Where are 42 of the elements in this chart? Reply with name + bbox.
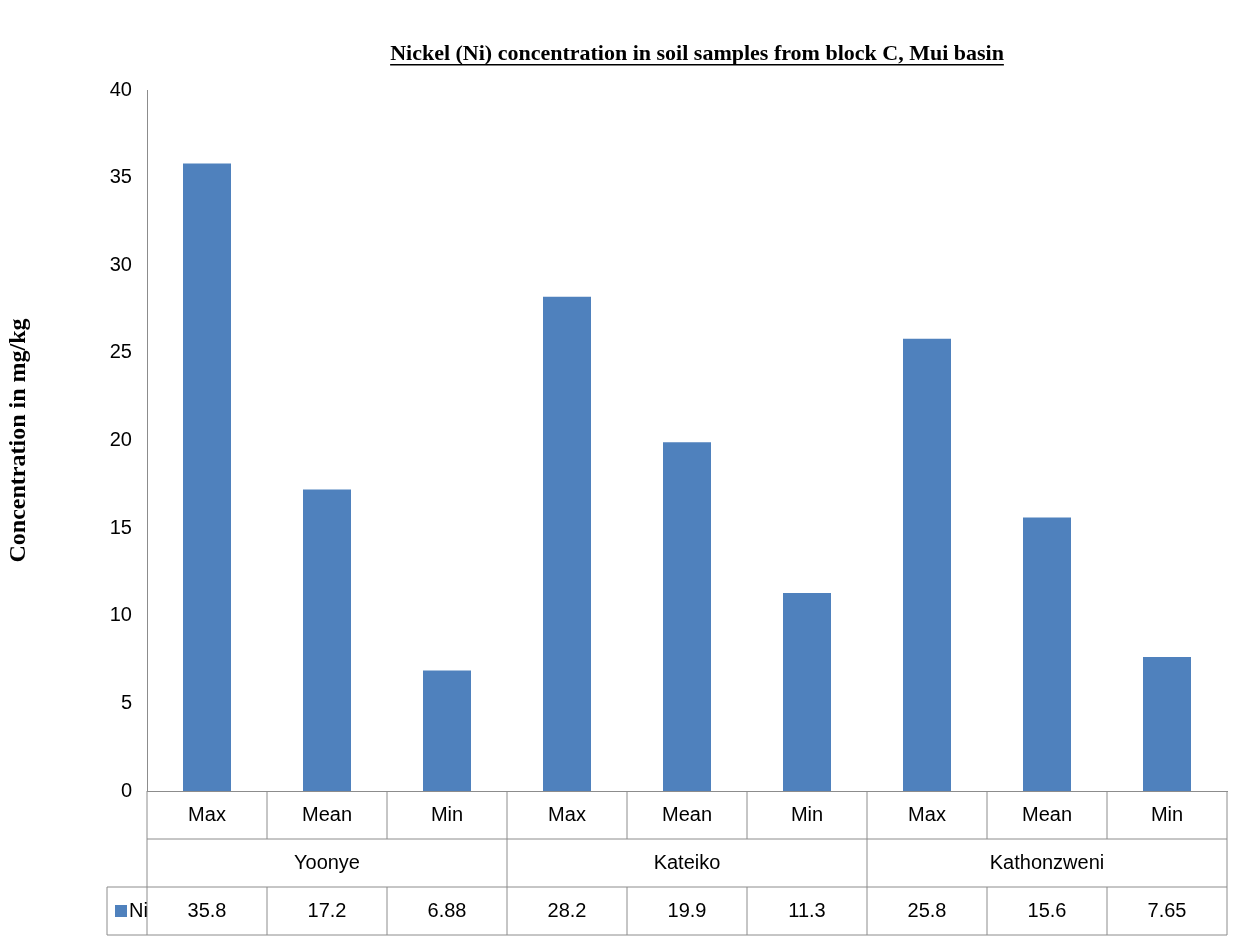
x-tick-label: Max xyxy=(548,802,586,825)
data-label: 35.8 xyxy=(187,898,227,921)
bar xyxy=(543,296,591,791)
bar xyxy=(423,670,471,791)
y-tick-label: 15 xyxy=(109,515,132,538)
x-tick-label: Mean xyxy=(301,802,353,825)
x-tick-label: Min xyxy=(430,802,464,825)
x-tick-label: Max xyxy=(188,802,226,825)
y-tick-label: 25 xyxy=(109,340,132,363)
x-tick-label: Min xyxy=(790,802,824,825)
x-tick-label: Min xyxy=(1150,802,1184,825)
bar xyxy=(303,489,351,791)
legend-label: Ni xyxy=(129,898,148,921)
data-label: 25.8 xyxy=(907,898,947,921)
data-label: 7.65 xyxy=(1147,898,1187,921)
y-tick-label: 0 xyxy=(120,778,132,801)
data-label: 15.6 xyxy=(1027,898,1067,921)
bar xyxy=(183,163,231,791)
y-axis-title: Concentration in mg/kg xyxy=(3,318,30,563)
bar xyxy=(1143,656,1191,791)
y-tick-label: 5 xyxy=(120,690,132,713)
text: Kathonzweni xyxy=(989,850,1105,873)
y-tick-label: 30 xyxy=(109,252,132,275)
x-tick-label: Max xyxy=(908,802,946,825)
bar xyxy=(783,592,831,791)
data-label: 6.88 xyxy=(427,898,467,921)
y-tick-label: 20 xyxy=(109,428,132,451)
text: Yoonye xyxy=(294,850,360,873)
text: Kateiko xyxy=(653,850,721,873)
y-tick-label: 10 xyxy=(109,603,132,626)
bar xyxy=(903,338,951,791)
chart-title: Nickel (Ni) concentration in soil samples from block C, Mui basin xyxy=(390,40,1004,65)
data-label: 19.9 xyxy=(667,898,707,921)
bar xyxy=(1023,517,1071,791)
bar xyxy=(663,442,711,791)
data-label: 28.2 xyxy=(547,898,587,921)
y-tick-label: 40 xyxy=(109,77,132,100)
x-tick-label: Mean xyxy=(661,802,713,825)
y-tick-label: 35 xyxy=(109,165,132,188)
data-label: 17.2 xyxy=(307,898,347,921)
data-label: 11.3 xyxy=(788,898,826,921)
x-tick-label: Mean xyxy=(1021,802,1073,825)
